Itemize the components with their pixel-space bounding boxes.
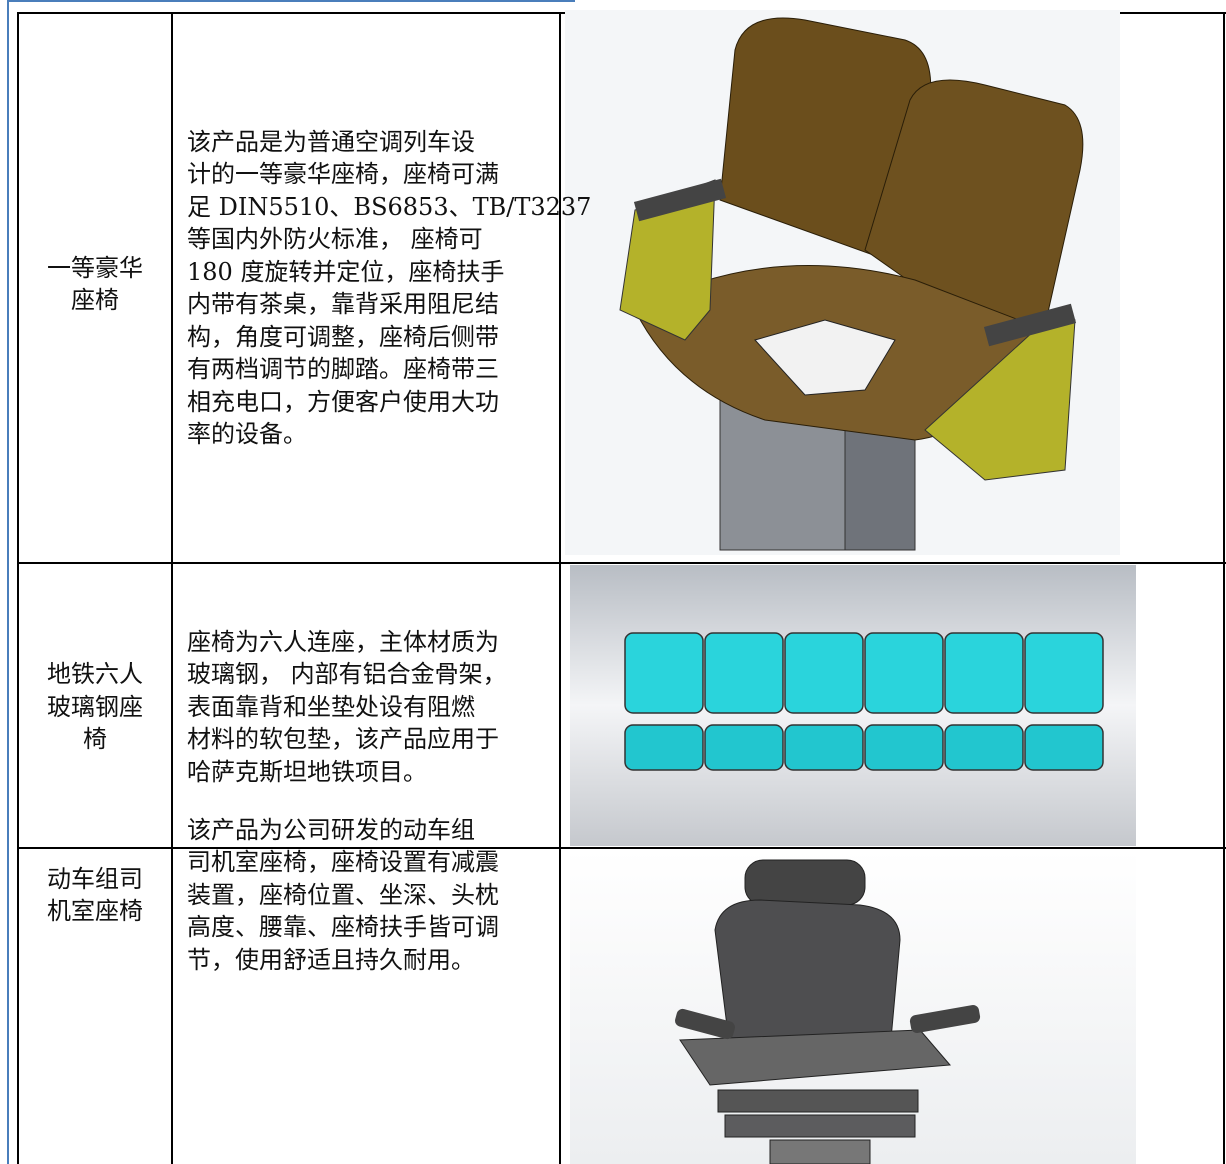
text-line: 高度、腰靠、座椅扶手皆可调 xyxy=(187,913,499,942)
text-line: 节，使用舒适且持久耐用。 xyxy=(187,945,475,974)
product-name: 地铁六人 玻璃钢座椅 xyxy=(18,658,172,756)
text-line: 构，角度可调整，座椅后侧带 xyxy=(187,322,499,351)
product-name: 动车组司 机室座椅 xyxy=(18,863,172,928)
text-line: 相充电口，方便客户使用大功 xyxy=(187,387,499,416)
product-description: 该产品为公司研发的动车组 司机室座椅，座椅设置有减震 装置，座椅位置、坐深、头枕 高度… xyxy=(187,814,499,977)
table-border xyxy=(17,562,1226,564)
text-line: 玻璃钢， 内部有铝合金骨架， xyxy=(187,660,507,689)
text-line: 玻璃钢座 xyxy=(47,692,143,721)
text-line: 座椅 xyxy=(71,286,119,314)
seat-image xyxy=(565,10,1120,555)
text-line: 内带有茶桌，靠背采用阻尼结 xyxy=(187,290,499,318)
driver-seat-image xyxy=(570,850,1136,1164)
product-description: 该产品是为普通空调列车设 计的一等豪华座椅，座椅可满足 DIN5510、BS685… xyxy=(187,126,591,451)
bench-image xyxy=(570,565,1136,846)
table-border xyxy=(559,12,561,1164)
text-line: 哈萨克斯坦地铁项目。 xyxy=(187,757,427,786)
text-line: 座椅为六人连座，主体材质为 xyxy=(187,627,499,656)
text-line: 装置，座椅位置、坐深、头枕 xyxy=(187,880,499,909)
table-border xyxy=(17,12,19,1164)
text-line: 椅 xyxy=(83,725,107,754)
text-line: 率的设备。 xyxy=(187,420,307,448)
text-line: 该产品为公司研发的动车组 xyxy=(187,815,475,844)
text-line: 计的一等豪华座椅，座椅可满 xyxy=(187,160,499,188)
text-line: 有两档调节的脚踏。座椅带三 xyxy=(187,355,499,383)
product-name: 一等豪华 座椅 xyxy=(18,252,172,317)
text-line: 足 DIN5510、BS6853、TB/T3237 xyxy=(187,192,592,221)
margin-line xyxy=(7,0,575,2)
margin-line xyxy=(7,0,9,1164)
text-line: 表面靠背和坐垫处设有阻燃 xyxy=(187,692,475,721)
text-line: 该产品是为普通空调列车设 xyxy=(187,127,475,156)
product-description: 座椅为六人连座，主体材质为 玻璃钢， 内部有铝合金骨架， 表面靠背和坐垫处设有阻燃材… xyxy=(187,626,507,789)
table-border xyxy=(171,12,173,1164)
text-line: 机室座椅 xyxy=(47,897,143,925)
text-line: 动车组司 xyxy=(47,864,143,893)
table-border xyxy=(17,847,1226,849)
text-line: 地铁六人 xyxy=(47,660,143,689)
text-line: 180 度旋转并定位，座椅扶手 xyxy=(187,257,505,286)
text-line: 司机室座椅，座椅设置有减震 xyxy=(187,848,499,877)
text-line: 一等豪华 xyxy=(47,253,143,282)
text-line: 材料的软包垫，该产品应用于 xyxy=(187,725,499,754)
table-border xyxy=(1223,12,1225,1164)
text-line: 等国内外防火标准， 座椅可 xyxy=(187,225,483,253)
